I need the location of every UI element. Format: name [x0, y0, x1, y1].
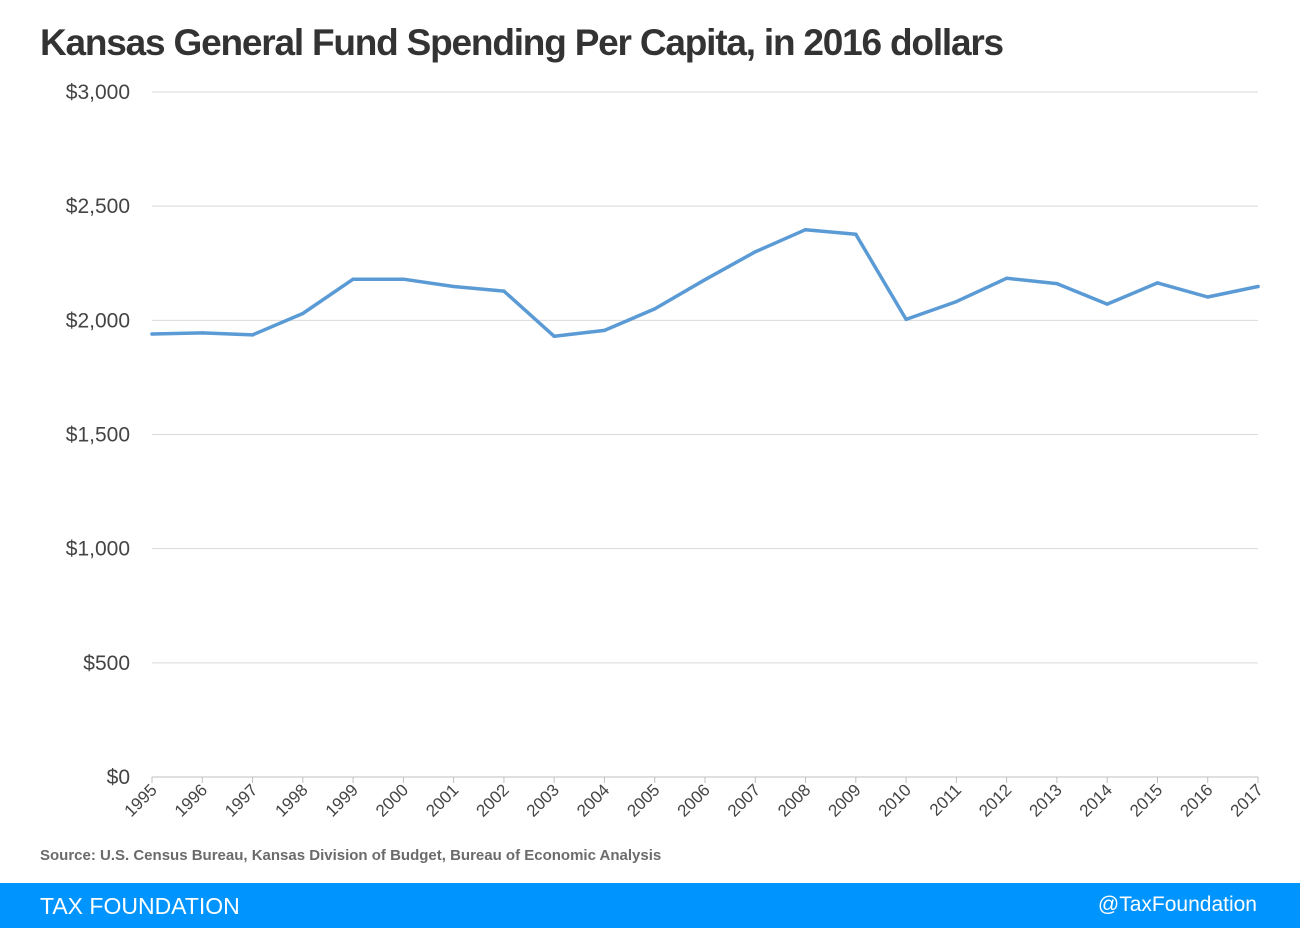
data-point [653, 307, 657, 311]
y-tick-label: $2,000 [66, 309, 130, 332]
x-tick-label: 2008 [774, 780, 814, 820]
y-tick-label: $3,000 [66, 81, 130, 104]
x-tick-label: 2006 [674, 780, 714, 820]
data-point [954, 299, 959, 304]
brand-name: TAX FOUNDATION [40, 893, 240, 919]
x-tick-label: 2016 [1176, 780, 1216, 820]
data-point [753, 250, 757, 254]
y-tick-label: $500 [83, 652, 130, 675]
gridlines [152, 91, 1258, 664]
data-point [703, 277, 707, 282]
series-lines [150, 227, 1260, 339]
data-point [451, 284, 456, 289]
x-tick-label: 2002 [473, 780, 513, 820]
x-tick-label: 2012 [975, 780, 1015, 820]
x-tick-label: 2000 [372, 780, 412, 820]
x-tick-label: 2009 [824, 780, 864, 820]
data-point [602, 328, 607, 333]
x-tick-label: 2011 [926, 780, 965, 819]
x-tick-label: 2005 [623, 780, 663, 820]
y-tick-label: $1,500 [66, 424, 130, 447]
x-tick-label: 2007 [724, 780, 764, 820]
data-point [200, 331, 204, 335]
line-chart: $0 $500 $1,000 $1,500 $2,000 $2,500 $3,000 199… [66, 81, 1267, 821]
data-point [1256, 284, 1260, 289]
y-tick-label: $0 [107, 766, 130, 789]
x-axis: 1995 1996 1997 1998 1999 2000 2001 2002 2003 2004… [121, 776, 1267, 821]
x-tick-label: 2014 [1076, 780, 1116, 820]
footer-bar: TAX FOUNDATION @TaxFoundation [0, 883, 1300, 928]
data-point [301, 311, 305, 316]
y-tick-label: $2,500 [66, 195, 130, 218]
data-point [351, 277, 355, 281]
data-point [904, 317, 908, 322]
data-point [1155, 281, 1160, 285]
data-point [1055, 281, 1059, 286]
social-handle: @TaxFoundation [1097, 893, 1257, 916]
data-point [552, 334, 556, 339]
x-tick-label: 2003 [523, 780, 563, 820]
x-tick-label: 1999 [322, 780, 362, 820]
data-point [854, 232, 858, 236]
data-point [250, 333, 255, 337]
x-tick-label: 2015 [1126, 780, 1166, 820]
x-tick-label: 2001 [422, 780, 462, 820]
data-point [502, 289, 506, 293]
data-point [1206, 295, 1210, 299]
x-tick-label: 2013 [1026, 780, 1066, 820]
y-axis-ticks: $0 $500 $1,000 $1,500 $2,000 $2,500 $3,000 [66, 81, 130, 789]
data-point [150, 332, 154, 336]
x-tick-label: 1996 [171, 780, 211, 820]
x-tick-label: 1998 [271, 780, 311, 820]
source-note: Source: U.S. Census Bureau, Kansas Divis… [40, 847, 662, 864]
data-point [1004, 276, 1009, 281]
chart-title: Kansas General Fund Spending Per Capita,… [40, 22, 1004, 63]
x-tick-label: 2017 [1227, 780, 1267, 820]
x-tick-label: 2010 [875, 780, 915, 820]
x-tick-label: 2004 [573, 780, 613, 820]
data-point [401, 277, 406, 281]
data-point [1105, 302, 1109, 306]
data-point [803, 227, 808, 232]
y-tick-label: $1,000 [66, 538, 130, 561]
x-tick-label: 1997 [221, 780, 261, 820]
